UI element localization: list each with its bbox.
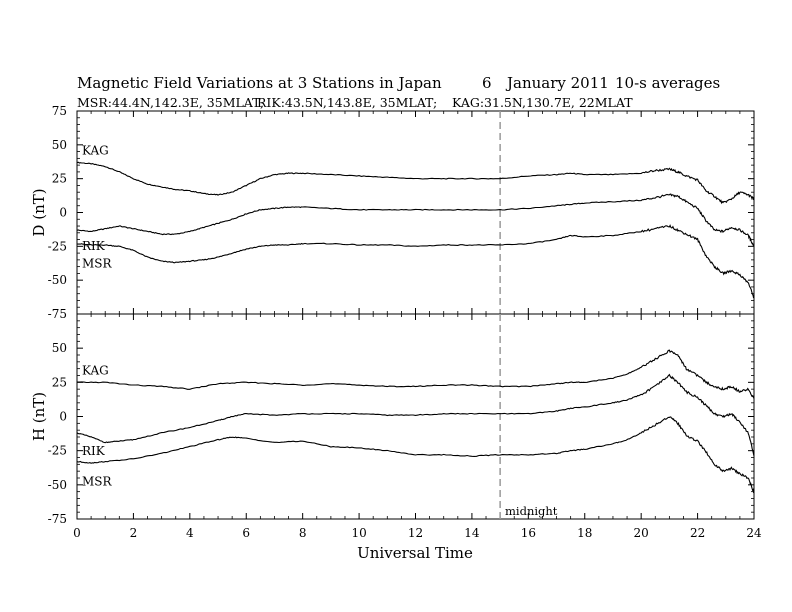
chart-title-day: 6 [482, 74, 492, 92]
y-tick-label: 50 [52, 138, 67, 152]
x-tick-label: 4 [186, 526, 194, 540]
series-line-kag [77, 349, 755, 399]
y-tick-label: -50 [48, 273, 67, 287]
x-tick-label: 0 [73, 526, 81, 540]
series-line-kag [76, 161, 755, 205]
x-tick-label: 14 [464, 526, 480, 540]
x-tick-label: 12 [408, 526, 423, 540]
series-line-msr [76, 224, 755, 299]
y-tick-label: 25 [52, 172, 67, 186]
y-axis-label: H (nT) [30, 392, 48, 441]
y-tick-label: -75 [48, 307, 67, 321]
series-line-rik [76, 193, 755, 247]
y-tick-label: 50 [52, 341, 67, 355]
series-line-msr [76, 416, 755, 494]
subtitle-rik: RIK:43.5N,143.8E, 35MLAT; [257, 95, 437, 110]
x-tick-label: 8 [299, 526, 307, 540]
y-tick-label: 0 [59, 206, 67, 220]
y-tick-label: 25 [52, 375, 67, 389]
x-tick-label: 22 [690, 526, 705, 540]
panel-d: 75 50 25 0 -25 -50 -75 D (nT) KAG RIK MSR [30, 104, 755, 321]
x-tick-label: 2 [130, 526, 138, 540]
y-tick-label: -25 [48, 239, 67, 253]
y-tick-label: 0 [59, 410, 67, 424]
chart-title-stations: Magnetic Field Variations at 3 Stations … [77, 74, 442, 92]
y-tick-label: 75 [52, 104, 67, 118]
plot-frame [76, 110, 755, 315]
y-axis-label: D (nT) [30, 188, 48, 236]
y-tick-label: -75 [48, 512, 67, 526]
y-tick-label: -50 [48, 478, 67, 492]
y-tick-label: -25 [48, 444, 67, 458]
x-tick-label: 20 [634, 526, 649, 540]
series-label-rik: RIK [82, 239, 106, 253]
chart-title-averaging: 10-s averages [615, 74, 720, 92]
plot-frame [76, 313, 755, 520]
series-label-msr: MSR [82, 475, 113, 489]
series-label-kag: KAG [82, 363, 109, 377]
subtitle-kag: KAG:31.5N,130.7E, 22MLAT [452, 95, 633, 110]
x-axis-label: Universal Time [357, 544, 473, 562]
series-line-rik [76, 373, 755, 457]
x-tick-label: 10 [351, 526, 366, 540]
chart-title-month-year: January 2011 [505, 74, 609, 92]
x-tick-label: 18 [577, 526, 592, 540]
x-tick-label: 24 [746, 526, 762, 540]
series-label-rik: RIK [82, 444, 106, 458]
x-tick-label: 16 [521, 526, 536, 540]
series-label-kag: KAG [82, 143, 109, 157]
midnight-label: midnight [505, 504, 558, 518]
series-label-msr: MSR [82, 257, 113, 271]
subtitle-msr: MSR:44.4N,142.3E, 35MLAT; [77, 95, 264, 110]
x-tick-label: 6 [242, 526, 250, 540]
